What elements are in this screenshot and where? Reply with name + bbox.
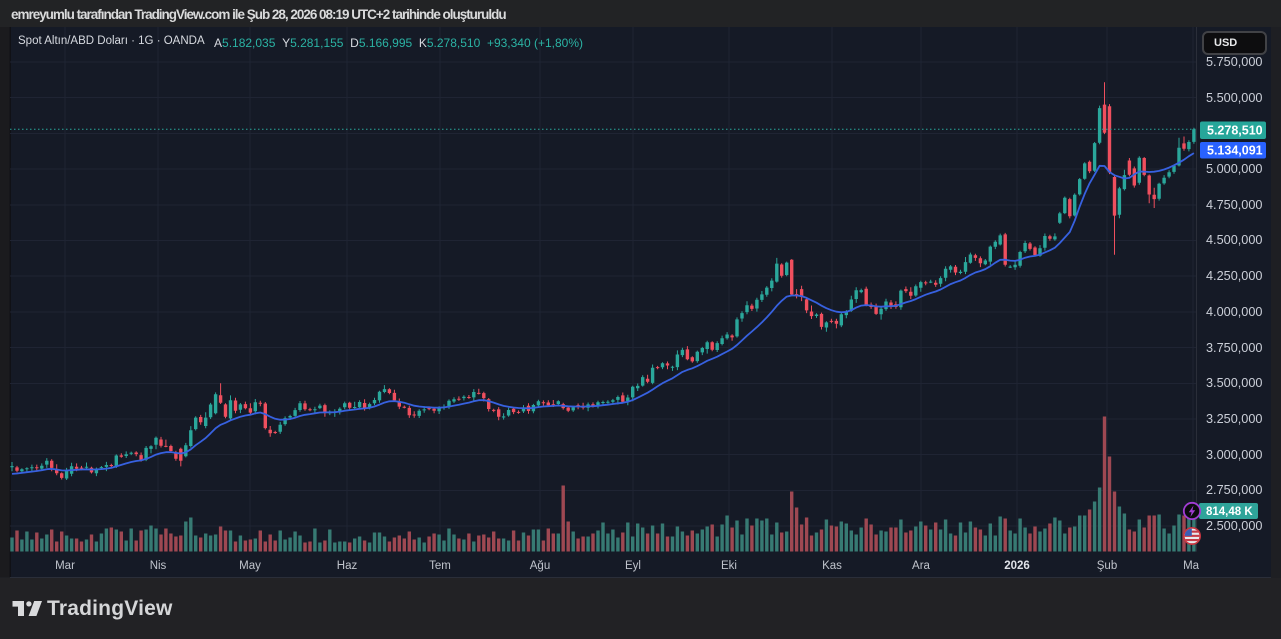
svg-text:Mar: Mar xyxy=(1183,560,1203,572)
svg-text:814,48 K: 814,48 K xyxy=(1206,506,1253,518)
svg-text:Ara: Ara xyxy=(912,560,931,572)
svg-text:Eki: Eki xyxy=(721,560,737,572)
svg-text:Eyl: Eyl xyxy=(625,560,641,572)
svg-text:5.278,510: 5.278,510 xyxy=(1207,123,1263,137)
svg-text:3.500,000: 3.500,000 xyxy=(1206,376,1262,390)
svg-text:4.250,000: 4.250,000 xyxy=(1206,269,1262,283)
svg-text:Ağu: Ağu xyxy=(530,560,550,572)
svg-text:4.500,000: 4.500,000 xyxy=(1206,233,1262,247)
svg-text:Haz: Haz xyxy=(337,560,358,572)
svg-text:Şub: Şub xyxy=(1097,560,1117,572)
svg-text:2026: 2026 xyxy=(1004,560,1030,572)
svg-text:3.250,000: 3.250,000 xyxy=(1206,412,1262,426)
svg-text:Mar: Mar xyxy=(55,560,75,572)
svg-text:Nis: Nis xyxy=(150,560,167,572)
svg-text:5.134,091: 5.134,091 xyxy=(1207,143,1263,157)
svg-text:5.750,000: 5.750,000 xyxy=(1206,55,1262,69)
svg-text:2.750,000: 2.750,000 xyxy=(1206,483,1262,497)
svg-text:3.750,000: 3.750,000 xyxy=(1206,341,1262,355)
svg-text:Kas: Kas xyxy=(822,560,842,572)
svg-text:Tem: Tem xyxy=(429,560,451,572)
svg-text:3.000,000: 3.000,000 xyxy=(1206,448,1262,462)
svg-text:2.500,000: 2.500,000 xyxy=(1206,519,1262,533)
svg-text:5.000,000: 5.000,000 xyxy=(1206,162,1262,176)
svg-text:5.500,000: 5.500,000 xyxy=(1206,91,1262,105)
svg-text:4.750,000: 4.750,000 xyxy=(1206,198,1262,212)
svg-text:4.000,000: 4.000,000 xyxy=(1206,305,1262,319)
svg-text:May: May xyxy=(239,560,261,572)
